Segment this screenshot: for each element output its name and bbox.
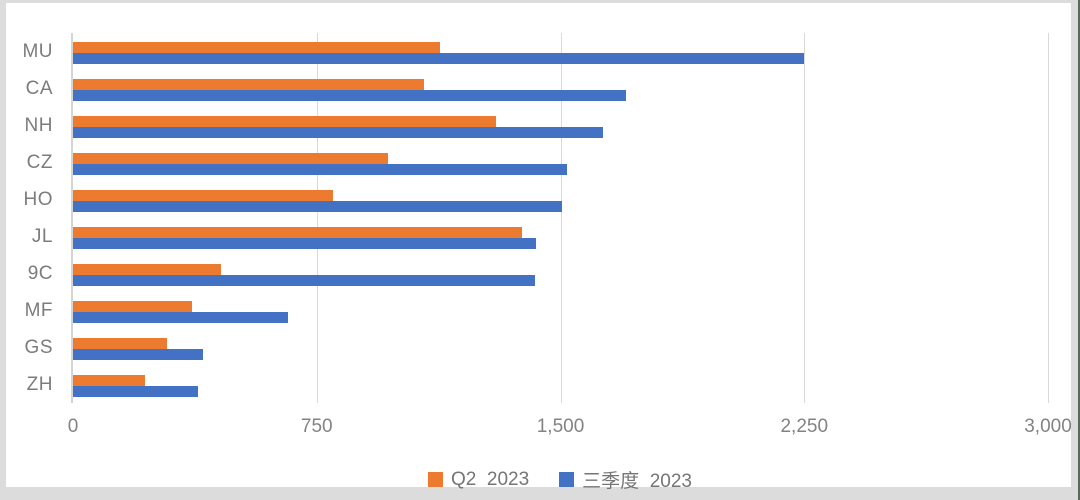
- category-label-HO: HO: [23, 189, 53, 210]
- gridline-2250: [804, 33, 806, 403]
- plot-area: [71, 33, 1049, 403]
- bar-row-CZ: [73, 144, 1048, 181]
- legend-item-series-1: Q2 2023: [428, 469, 529, 491]
- bar-GS-series-2: [73, 349, 203, 360]
- bar-GS-series-1: [73, 338, 168, 349]
- legend-label-series-1: Q2 2023: [451, 468, 530, 490]
- chart-canvas: MU CA NH CZ HO JL 9C MF GS ZH 0 750 1,500 2,250 3,000…: [6, 3, 1072, 492]
- bar-9C-series-2: [73, 275, 535, 286]
- category-label-CZ: CZ: [26, 152, 53, 173]
- bar-ZH-series-1: [73, 375, 145, 386]
- bar-HO-series-1: [73, 190, 333, 201]
- bar-row-ZH: [73, 366, 1048, 403]
- gridline-3000: [1048, 33, 1049, 403]
- category-label-MF: MF: [24, 300, 53, 321]
- bar-row-HO: [73, 181, 1048, 218]
- x-axis-labels: 0 750 1,500 2,250 3,000: [68, 416, 1072, 440]
- window-right-edge: [1078, 0, 1080, 500]
- gridline-1500: [560, 33, 562, 403]
- bar-ZH-series-2: [73, 386, 199, 397]
- bar-MF-series-2: [73, 312, 288, 323]
- category-label-CA: CA: [25, 78, 53, 99]
- bar-MU-series-2: [73, 53, 805, 64]
- bar-NH-series-2: [73, 127, 603, 138]
- x-tick-label-1500: 1,500: [536, 416, 585, 437]
- x-tick-label-0: 0: [67, 416, 79, 437]
- category-label-9C: 9C: [27, 263, 53, 284]
- legend-label-series-2: 三季度 2023: [582, 471, 692, 492]
- x-tick-label-2250: 2,250: [780, 416, 829, 437]
- bar-CA-series-2: [73, 90, 626, 101]
- bar-row-9C: [73, 255, 1048, 292]
- bar-row-MU: [73, 33, 1048, 70]
- category-label-NH: NH: [24, 115, 53, 136]
- bar-CZ-series-2: [73, 164, 567, 175]
- legend-swatch-series-1: [428, 472, 443, 487]
- legend-item-series-2: 三季度 2023: [559, 466, 692, 493]
- bar-CA-series-1: [73, 79, 424, 90]
- bar-CZ-series-1: [73, 153, 389, 164]
- bar-MU-series-1: [73, 42, 441, 53]
- bar-row-CA: [73, 70, 1048, 107]
- bar-row-MF: [73, 292, 1048, 329]
- bar-NH-series-1: [73, 116, 496, 127]
- category-label-ZH: ZH: [26, 374, 53, 395]
- bar-HO-series-2: [73, 201, 563, 212]
- gridline-750: [316, 33, 318, 403]
- bar-row-JL: [73, 218, 1048, 255]
- chart-legend: Q2 2023 三季度 2023: [428, 466, 692, 493]
- category-label-MU: MU: [22, 41, 53, 62]
- legend-swatch-series-2: [559, 472, 575, 487]
- bar-row-NH: [73, 107, 1048, 144]
- bar-9C-series-1: [73, 264, 221, 275]
- bar-row-GS: [73, 329, 1048, 366]
- category-label-GS: GS: [24, 337, 53, 358]
- bar-MF-series-1: [73, 301, 192, 312]
- bar-JL-series-2: [73, 238, 537, 249]
- y-axis-line: [71, 33, 73, 403]
- x-tick-label-750: 750: [300, 416, 333, 437]
- x-tick-label-3000: 3,000: [1024, 416, 1072, 437]
- bar-JL-series-1: [73, 227, 522, 238]
- y-axis-labels: MU CA NH CZ HO JL 9C MF GS ZH: [6, 33, 63, 403]
- category-label-JL: JL: [31, 226, 53, 247]
